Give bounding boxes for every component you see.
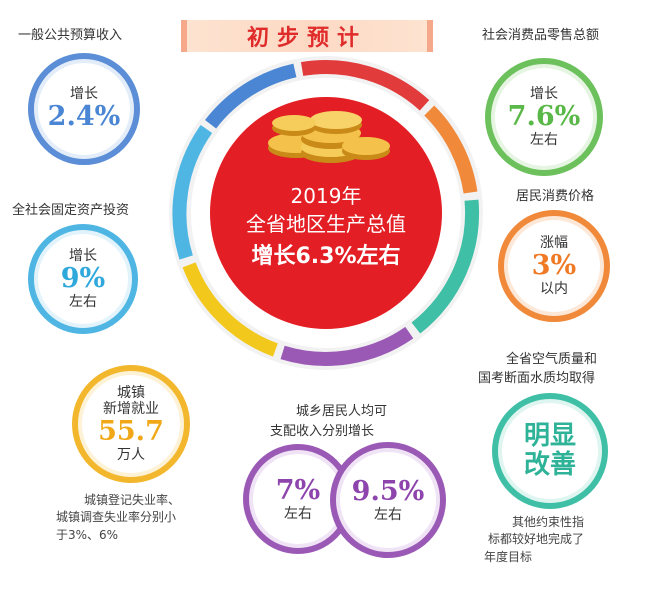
public-budget-cap: 增长	[70, 86, 98, 103]
employment-note: 城镇登记失业率、 城镇调查失业率分别小 于3%、6%	[56, 492, 181, 544]
employment-note-line: 于3%、6%	[56, 527, 119, 542]
ring-segment-sky	[172, 124, 213, 260]
environment-note-line: 标都较好地完成了	[488, 532, 585, 547]
fixed-investment-circle: 增长 9% 左右	[28, 224, 138, 334]
income-sub-a: 左右	[284, 505, 312, 522]
environment-label-2: 国考断面水质均取得	[478, 371, 596, 386]
ring-segment-purple	[280, 326, 414, 366]
cpi-circle: 涨幅 3% 以内	[498, 210, 610, 322]
environment-label-1: 全省空气质量和	[506, 352, 598, 367]
environment-value-2: 改善	[523, 450, 576, 480]
income-label-1: 城乡居民人均可	[296, 404, 388, 419]
environment-note-line: 其他约束性指	[512, 515, 585, 529]
cpi-sub: 以内	[540, 280, 568, 297]
fixed-investment-sub: 左右	[69, 293, 97, 310]
page-title: 初步预计	[246, 26, 367, 51]
public-budget-value: 2.4%	[47, 101, 121, 133]
employment-cap1: 城镇	[117, 385, 145, 402]
environment-circle: 明显 改善	[492, 393, 608, 509]
income-circle-rural: 9.5% 左右	[330, 442, 446, 558]
center-year: 2019年	[291, 184, 362, 208]
center-growth: 增长6.3%左右	[251, 243, 400, 269]
public-budget-circle: 增长 2.4%	[28, 53, 140, 165]
retail-value: 7.6%	[507, 101, 581, 133]
ring-segment-yellow	[182, 262, 278, 357]
fixed-investment-label: 全社会固定资产投资	[12, 203, 130, 218]
environment-note-line: 年度目标	[484, 549, 533, 564]
employment-cap2: 新增就业	[103, 401, 159, 418]
employment-note-line: 城镇调查失业率分别小	[56, 510, 177, 525]
coins-icon	[268, 111, 390, 163]
employment-circle: 城镇 新增就业 55.7 万人	[72, 365, 190, 483]
fixed-investment-value: 9%	[60, 263, 106, 295]
cpi-cap: 涨幅	[540, 235, 568, 252]
employment-note-line: 城镇登记失业率、	[84, 493, 181, 507]
central-ring: 2019年 全省地区生产总值 增长6.3%左右	[169, 56, 483, 370]
income-value-b: 9.5%	[351, 476, 425, 508]
employment-value: 55.7	[98, 416, 164, 448]
fixed-investment-cap: 增长	[69, 248, 97, 265]
environment-value-1: 明显	[523, 421, 576, 452]
employment-sub: 万人	[117, 446, 145, 463]
public-budget-label: 一般公共预算收入	[18, 28, 123, 43]
income-sub-b: 左右	[374, 506, 402, 523]
retail-circle: 增长 7.6% 左右	[485, 58, 603, 176]
ring-segment-teal	[411, 199, 480, 334]
retail-cap: 增长	[530, 86, 558, 103]
environment-note: 其他约束性指 标都较好地完成了 年度目标	[484, 514, 585, 566]
income-label-2: 支配收入分别增长	[270, 424, 375, 439]
title-banner: 初步预计	[181, 20, 433, 52]
retail-label: 社会消费品零售总额	[482, 28, 600, 43]
retail-sub: 左右	[530, 131, 558, 148]
cpi-value: 3%	[531, 250, 577, 282]
cpi-label: 居民消费价格	[516, 189, 595, 204]
ring-segment-orange	[424, 105, 478, 194]
ring-segment-red	[300, 60, 430, 111]
ring-segment-blue	[205, 63, 297, 129]
center-main: 全省地区生产总值	[246, 212, 406, 236]
income-value-a: 7%	[275, 475, 321, 507]
